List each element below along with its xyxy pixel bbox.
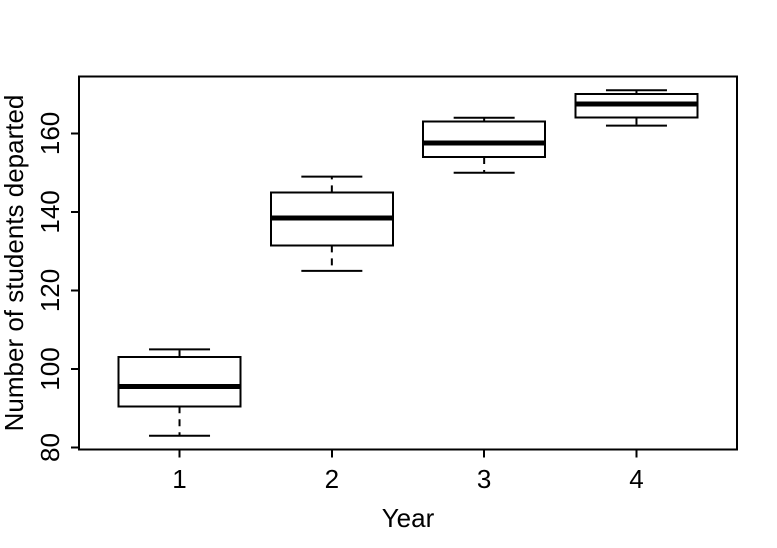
iqr-box xyxy=(422,120,547,158)
y-tick-label: 80 xyxy=(35,433,65,462)
boxplot-boxes xyxy=(117,89,699,437)
y-tick-label: 100 xyxy=(35,347,65,390)
x-tick-label: 1 xyxy=(172,464,186,494)
iqr-box xyxy=(117,356,242,408)
box-group-year-3 xyxy=(422,116,547,174)
x-tick-label: 3 xyxy=(477,464,491,494)
x-tick-label: 4 xyxy=(629,464,643,494)
y-tick-label: 140 xyxy=(35,190,65,233)
box-group-year-4 xyxy=(574,89,699,127)
x-axis-title: Year xyxy=(382,503,435,533)
box-group-year-2 xyxy=(269,175,394,272)
y-tick-label: 120 xyxy=(35,269,65,312)
y-axis: 80 100 120 140 160 xyxy=(35,112,79,462)
y-tick-label: 160 xyxy=(35,112,65,155)
y-axis-title: Number of students departed xyxy=(0,95,29,432)
plot-frame xyxy=(78,75,738,451)
box-group-year-1 xyxy=(117,348,242,437)
x-tick-label: 2 xyxy=(325,464,339,494)
x-axis: 1 2 3 4 xyxy=(172,449,644,494)
